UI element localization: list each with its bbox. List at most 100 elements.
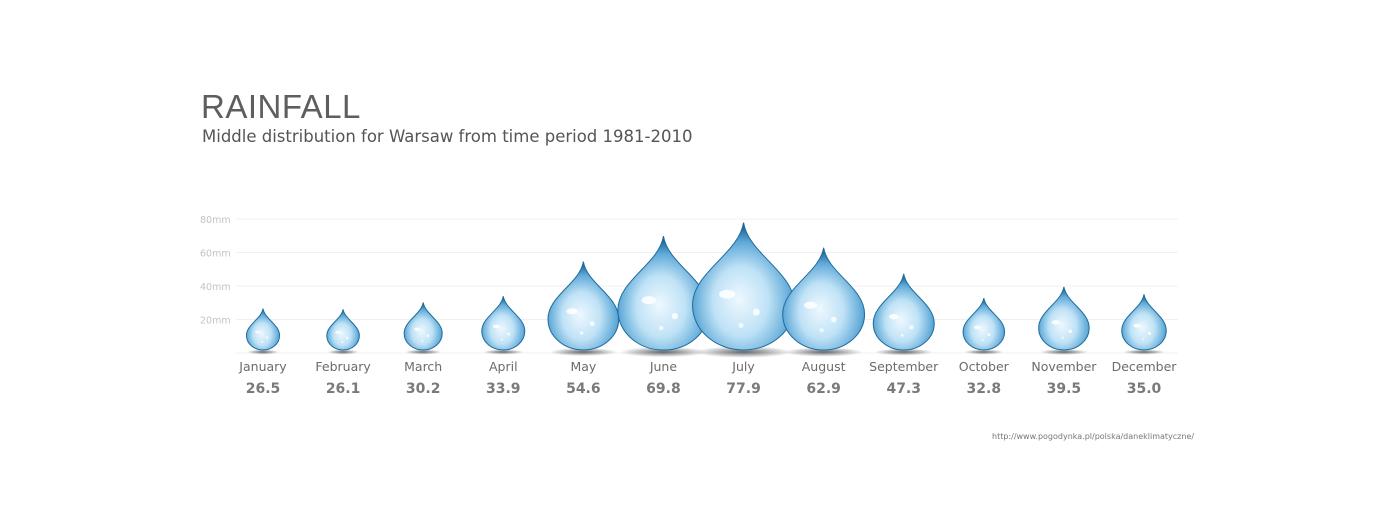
y-tick-label: 20mm	[200, 316, 231, 327]
drop-shadow	[620, 346, 707, 358]
month-label: October	[959, 359, 1010, 374]
drop-highlight	[803, 301, 818, 309]
value-label: 33.9	[486, 381, 521, 397]
drop-sparkle	[579, 331, 584, 335]
value-label: 47.3	[886, 381, 921, 397]
month-label: March	[404, 359, 442, 374]
drop-mark	[245, 308, 281, 351]
drop-october	[962, 297, 1006, 355]
drop-shadow	[549, 348, 617, 356]
value-label: 26.1	[326, 381, 361, 397]
drop-highlight	[414, 327, 421, 331]
drop-mark	[1121, 294, 1167, 351]
drop-february	[326, 309, 360, 355]
drop-january	[245, 308, 281, 355]
drop-july	[692, 222, 796, 358]
drop-highlight	[889, 313, 899, 320]
value-label: 39.5	[1047, 381, 1082, 397]
drop-sparkle	[981, 338, 984, 342]
source-link[interactable]: http://www.pogodynka.pl/polska/daneklima…	[992, 432, 1195, 441]
value-label: 69.8	[646, 381, 681, 397]
drop-mark	[326, 309, 360, 351]
month-label: August	[802, 359, 846, 374]
x-axis: January 26.5 February 26.1 March 30.2 April 33.…	[238, 359, 1177, 397]
drop-mark	[962, 297, 1006, 351]
value-label: 26.5	[246, 381, 281, 397]
month-label: December	[1112, 359, 1178, 374]
drop-september	[872, 273, 935, 356]
drop-sparkle	[1148, 331, 1152, 336]
drop-shadow	[1039, 349, 1088, 355]
drop-sparkle	[909, 325, 914, 330]
drop-april	[481, 296, 526, 355]
month-label: July	[731, 359, 755, 374]
month-label: June	[649, 359, 678, 374]
drop-shadow	[964, 349, 1004, 355]
drop-mark	[872, 273, 935, 351]
drop-may	[547, 261, 620, 356]
value-label: 35.0	[1127, 381, 1162, 397]
drop-sparkle	[752, 308, 760, 316]
drop-sparkle	[345, 336, 349, 340]
drop-sparkle	[831, 316, 837, 323]
rain-drops	[245, 222, 1167, 358]
drop-highlight	[255, 330, 261, 334]
drop-highlight	[492, 324, 500, 329]
drop-sparkle	[426, 334, 430, 338]
drop-mark	[481, 296, 526, 351]
drop-sparkle	[900, 333, 904, 337]
drop-shadow	[482, 349, 524, 355]
month-label: September	[869, 359, 939, 374]
drop-sparkle	[265, 336, 269, 339]
drop-highlight	[719, 289, 736, 299]
drop-mark	[782, 247, 866, 351]
drop-november	[1038, 286, 1090, 355]
month-label: November	[1031, 359, 1097, 374]
drop-highlight	[1051, 320, 1060, 325]
drop-mark	[1038, 286, 1090, 351]
drop-sparkle	[341, 341, 344, 344]
drop-mark	[547, 261, 620, 351]
drop-march	[403, 302, 443, 355]
drop-mark	[617, 236, 710, 351]
drop-highlight	[335, 330, 341, 334]
value-label: 54.6	[566, 381, 601, 397]
drop-sparkle	[671, 312, 679, 320]
y-tick-label: 80mm	[200, 215, 231, 226]
drop-sparkle	[1141, 338, 1144, 341]
drop-shadow	[695, 346, 792, 358]
chart-title: RAINFALL	[201, 88, 361, 125]
drop-highlight	[566, 308, 578, 315]
value-label: 77.9	[726, 381, 761, 397]
drop-sparkle	[819, 328, 824, 333]
drop-shadow	[405, 349, 442, 355]
drop-sparkle	[1068, 329, 1072, 333]
drop-june	[617, 236, 710, 358]
drop-sparkle	[987, 333, 991, 337]
month-label: February	[315, 359, 371, 374]
drop-sparkle	[501, 338, 504, 341]
drop-shadow	[784, 347, 863, 357]
drop-shadow	[327, 349, 359, 355]
month-label: May	[570, 359, 596, 374]
value-label: 32.8	[967, 381, 1002, 397]
drop-shadow	[1122, 349, 1166, 355]
drop-mark	[692, 222, 796, 351]
drop-highlight	[973, 325, 981, 330]
y-tick-label: 40mm	[200, 282, 231, 293]
drop-sparkle	[658, 325, 664, 331]
drop-mark	[403, 302, 443, 351]
drop-sparkle	[421, 339, 424, 342]
y-tick-label: 60mm	[200, 249, 231, 260]
drop-sparkle	[589, 321, 595, 327]
drop-shadow	[247, 349, 279, 355]
drop-sparkle	[261, 341, 264, 344]
value-label: 62.9	[806, 381, 841, 397]
value-label: 30.2	[406, 381, 441, 397]
month-label: January	[238, 359, 287, 374]
drop-august	[782, 247, 866, 357]
drop-sparkle	[507, 332, 511, 336]
y-axis: 20mm 40mm 60mm 80mm	[200, 215, 231, 327]
drop-sparkle	[738, 322, 744, 329]
